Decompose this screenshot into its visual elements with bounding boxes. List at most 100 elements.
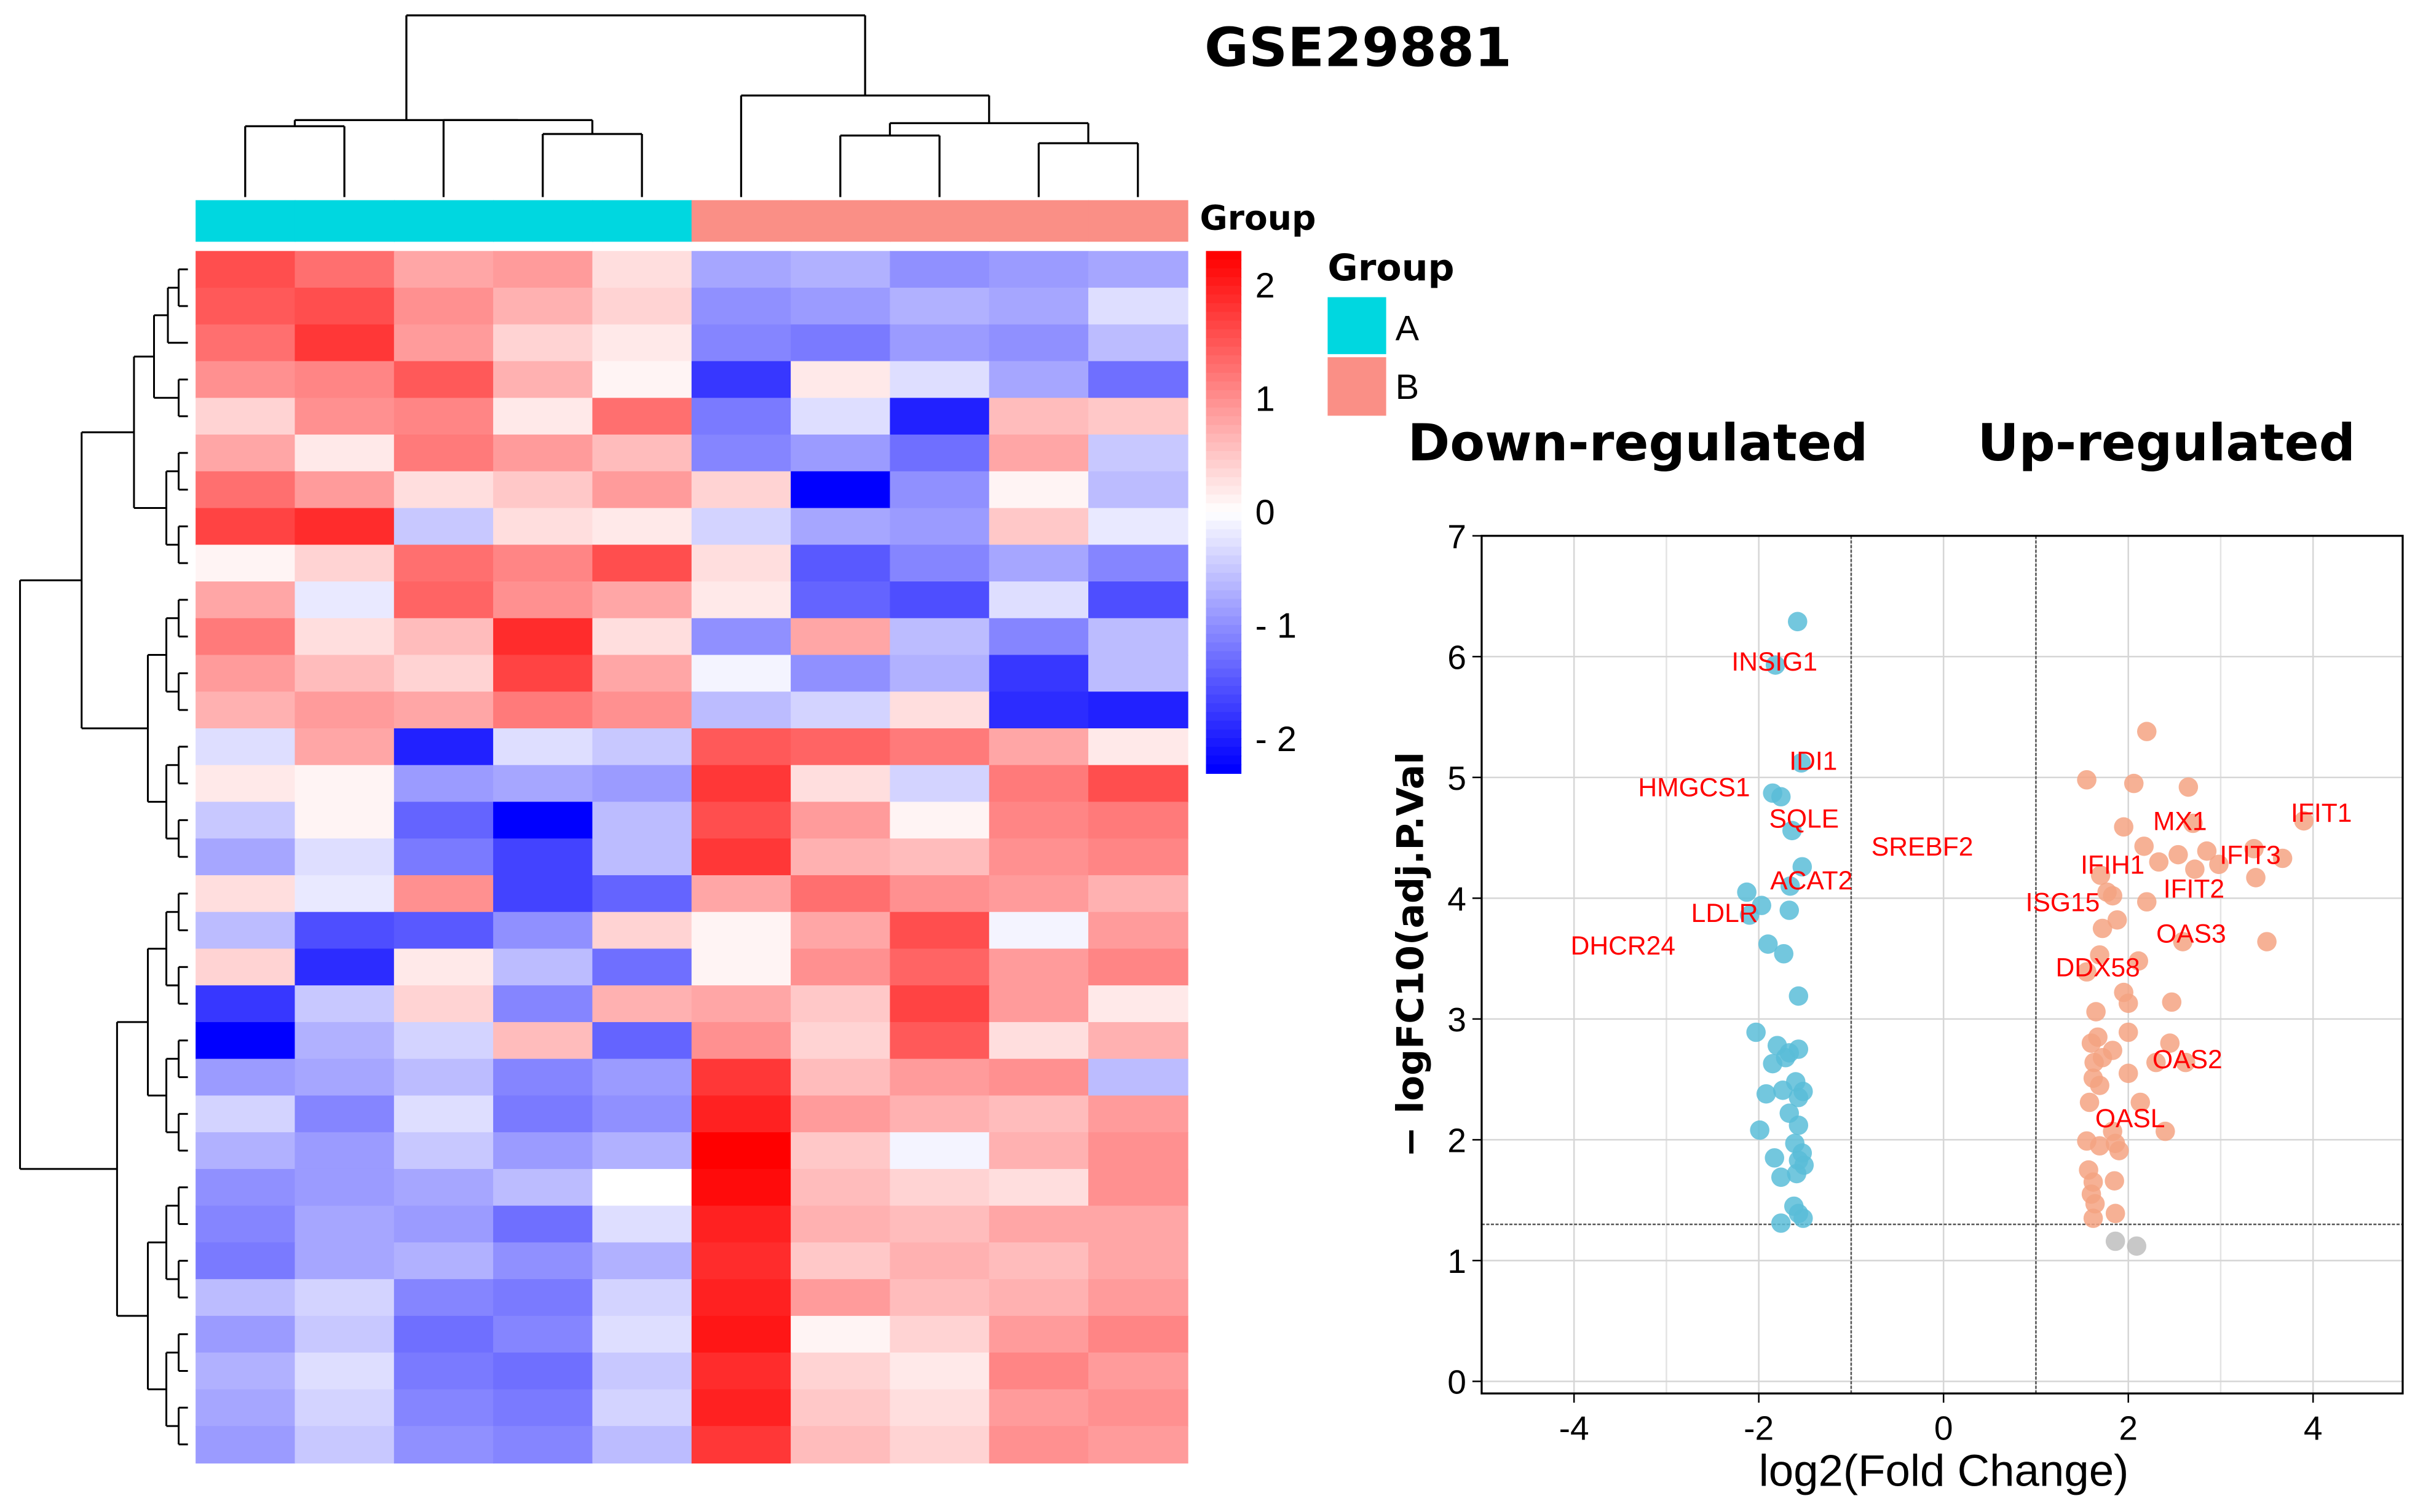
- heatmap-cell: [691, 251, 792, 289]
- heatmap-cell: [890, 1205, 990, 1243]
- heatmap-cell: [294, 728, 395, 766]
- colorbar-segment: [1206, 703, 1242, 713]
- heatmap-cell: [1088, 1022, 1188, 1060]
- heatmap-cell: [493, 765, 593, 803]
- heatmap-cell: [890, 251, 990, 289]
- heatmap-cell: [592, 728, 693, 766]
- colorbar-segment: [1206, 364, 1242, 374]
- heatmap-cell: [196, 398, 296, 436]
- heatmap-cell: [989, 765, 1089, 803]
- up-point: [2090, 1076, 2109, 1095]
- heatmap-cell: [691, 581, 792, 620]
- heatmap-cell: [393, 398, 494, 436]
- heatmap-cell: [691, 801, 792, 840]
- heatmap-cell: [393, 728, 494, 766]
- heatmap-cell: [196, 728, 296, 766]
- heatmap-cell: [1088, 1315, 1188, 1353]
- up-point: [2084, 1052, 2104, 1073]
- heatmap-cell: [989, 801, 1089, 840]
- heatmap-cell: [691, 1058, 792, 1097]
- heatmap-cell: [989, 1205, 1089, 1243]
- heatmap-cell: [493, 324, 593, 362]
- heatmap-cell: [1088, 1058, 1188, 1097]
- heatmap-cell: [493, 545, 593, 583]
- heatmap-cell: [791, 508, 891, 546]
- heatmap-cell: [592, 581, 693, 620]
- heatmap-cell: [989, 435, 1089, 473]
- up-point: [2105, 1171, 2124, 1191]
- colorbar-segment: [1206, 442, 1242, 452]
- heatmap-cell: [493, 361, 593, 399]
- colorbar-segment: [1206, 581, 1242, 591]
- heatmap-cell: [890, 471, 990, 509]
- heatmap-cell: [691, 1389, 792, 1427]
- heatmap-cell: [196, 801, 296, 840]
- heatmap-cell: [393, 361, 494, 399]
- y-tick-label: 3: [1447, 1001, 1466, 1039]
- heatmap-cell: [592, 838, 693, 876]
- heatmap-cell: [691, 1352, 792, 1390]
- group-annotation-cell: [493, 200, 593, 242]
- heatmap-cell: [592, 618, 693, 656]
- heatmap-cell: [294, 618, 395, 656]
- heatmap-cell: [592, 1095, 693, 1133]
- heatmap-cell: [691, 875, 792, 913]
- heatmap-cell: [989, 1315, 1089, 1353]
- heatmap-cell: [890, 1095, 990, 1133]
- colorbar-segment: [1206, 720, 1242, 731]
- heatmap-cell: [890, 875, 990, 913]
- heatmap-cell: [691, 948, 792, 986]
- heatmap-cell: [791, 1389, 891, 1427]
- heatmap-cell: [592, 324, 693, 362]
- gene-label: IFIT3: [2219, 841, 2280, 870]
- gene-label: OASL: [2095, 1104, 2165, 1133]
- heatmap-cell: [592, 691, 693, 730]
- colorbar-segment: [1206, 251, 1242, 261]
- heatmap-cell: [691, 1426, 792, 1464]
- colorbar-segment: [1206, 372, 1242, 383]
- heatmap-cell: [196, 288, 296, 326]
- heatmap-cell: [989, 1058, 1089, 1097]
- gene-label: OAS2: [2152, 1045, 2223, 1074]
- heatmap-cell: [294, 1168, 395, 1207]
- heatmap-cell: [393, 471, 494, 509]
- colorbar-segment: [1206, 259, 1242, 270]
- heatmap-cell: [691, 398, 792, 436]
- heatmap-cell: [493, 1205, 593, 1243]
- heatmap-cell: [1088, 618, 1188, 656]
- up-point: [2086, 1002, 2106, 1022]
- heatmap-cell: [393, 948, 494, 986]
- heatmap-cell: [393, 1022, 494, 1060]
- heatmap-cell: [493, 471, 593, 509]
- heatmap-cell: [691, 838, 792, 876]
- heatmap-cell: [791, 948, 891, 986]
- heatmap-cell: [890, 1022, 990, 1060]
- group-annotation-cell: [791, 200, 891, 242]
- heatmap-cell: [592, 1242, 693, 1280]
- heatmap-cell: [592, 471, 693, 509]
- up-point: [2107, 910, 2127, 930]
- heatmap-cell: [989, 728, 1089, 766]
- heatmap-cell: [989, 1095, 1089, 1133]
- heatmap-cell: [196, 1022, 296, 1060]
- colorbar-segment: [1206, 468, 1242, 478]
- heatmap-cell: [393, 655, 494, 693]
- colorbar-segment: [1206, 607, 1242, 618]
- heatmap-cell: [196, 875, 296, 913]
- heatmap-cell: [791, 1352, 891, 1390]
- colorbar-segment: [1206, 738, 1242, 748]
- heatmap-cell: [791, 838, 891, 876]
- heatmap-cell: [592, 1168, 693, 1207]
- up-point: [2081, 1033, 2101, 1053]
- heatmap-cell: [890, 545, 990, 583]
- heatmap-cell: [890, 1279, 990, 1317]
- heatmap-cell: [592, 1389, 693, 1427]
- heatmap-cell: [691, 655, 792, 693]
- up-point: [2156, 1121, 2175, 1141]
- colorbar-segment: [1206, 555, 1242, 565]
- up-point: [2090, 865, 2111, 885]
- heatmap-cell: [1088, 435, 1188, 473]
- down-point: [1765, 655, 1785, 675]
- heatmap-cell: [294, 801, 395, 840]
- up-point: [2168, 845, 2188, 865]
